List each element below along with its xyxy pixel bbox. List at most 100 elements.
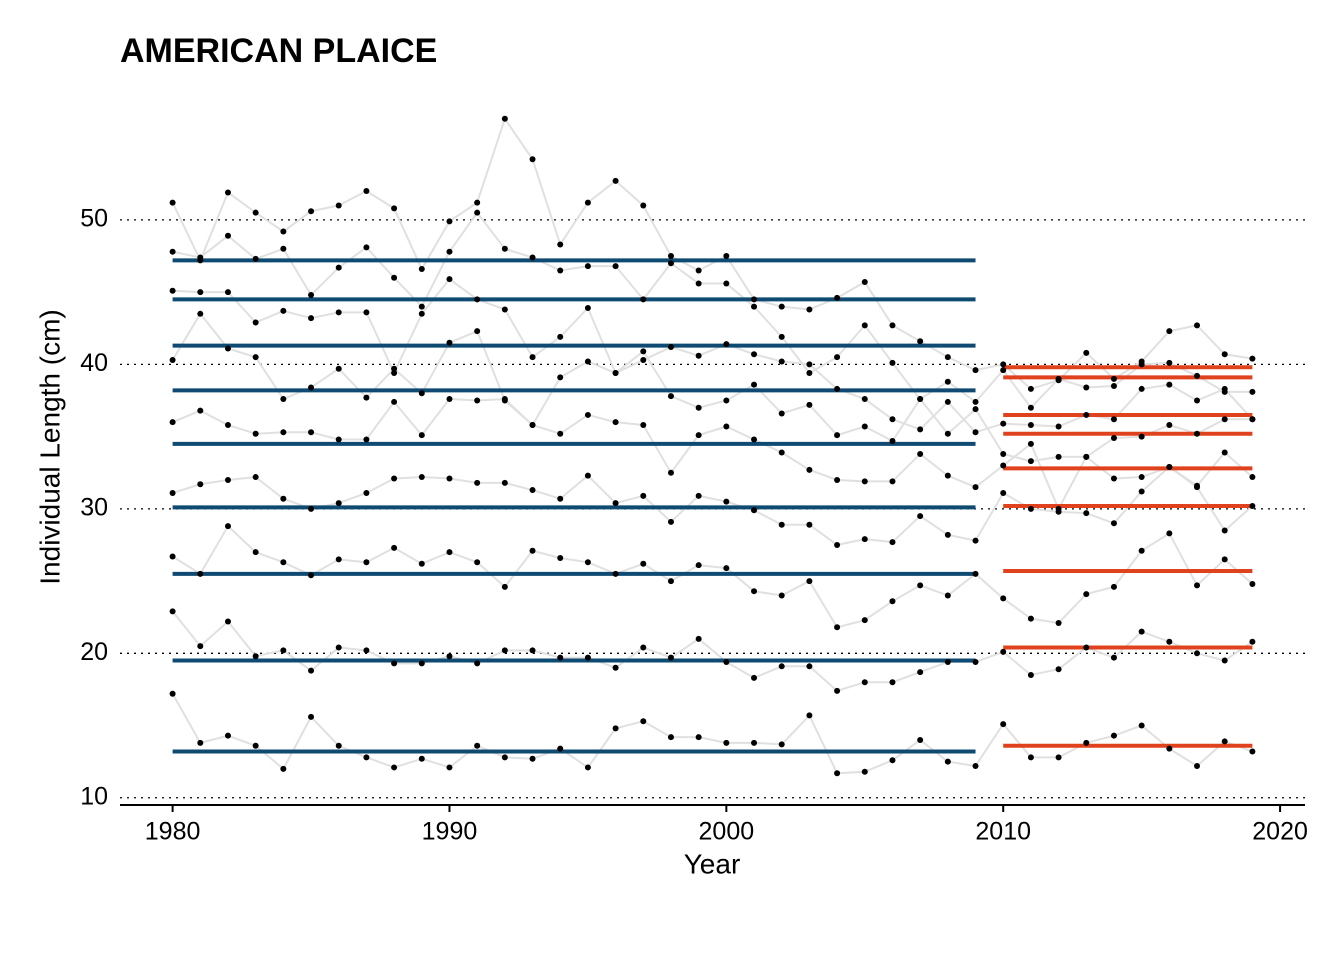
data-point xyxy=(474,660,481,667)
data-point xyxy=(224,732,231,739)
data-point xyxy=(308,292,315,299)
data-point xyxy=(1249,748,1256,755)
data-point xyxy=(751,436,758,443)
data-point xyxy=(612,570,619,577)
data-point xyxy=(280,307,287,314)
data-point xyxy=(806,306,813,313)
data-point xyxy=(806,370,813,377)
data-point xyxy=(695,562,702,569)
data-point xyxy=(1166,745,1173,752)
data-point xyxy=(418,474,425,481)
data-point xyxy=(224,523,231,530)
data-point xyxy=(695,432,702,439)
data-point xyxy=(446,218,453,225)
data-point xyxy=(1027,671,1034,678)
data-point xyxy=(252,742,259,749)
data-point xyxy=(1221,738,1228,745)
data-point xyxy=(418,432,425,439)
data-point xyxy=(501,306,508,313)
data-point xyxy=(751,351,758,358)
data-point xyxy=(391,475,398,482)
data-point xyxy=(584,305,591,312)
data-point xyxy=(557,374,564,381)
data-point xyxy=(308,384,315,391)
data-point xyxy=(667,469,674,476)
data-point xyxy=(391,660,398,667)
data-point xyxy=(584,411,591,418)
data-point xyxy=(917,736,924,743)
data-point xyxy=(1000,721,1007,728)
data-point xyxy=(1249,580,1256,587)
data-point xyxy=(667,253,674,260)
data-point xyxy=(197,570,204,577)
data-point xyxy=(695,492,702,499)
data-point xyxy=(335,264,342,271)
data-point xyxy=(474,296,481,303)
data-point xyxy=(391,370,398,377)
data-point xyxy=(889,539,896,546)
data-point xyxy=(363,647,370,654)
data-point xyxy=(834,770,841,777)
x-tick-label: 2010 xyxy=(975,818,1031,846)
data-point xyxy=(280,228,287,235)
data-point xyxy=(252,549,259,556)
data-point xyxy=(1055,375,1062,382)
data-point xyxy=(944,378,951,385)
data-point xyxy=(197,481,204,488)
data-point xyxy=(861,423,868,430)
data-point xyxy=(640,202,647,209)
data-point xyxy=(972,537,979,544)
data-point xyxy=(363,489,370,496)
data-point xyxy=(1221,385,1228,392)
data-point xyxy=(861,396,868,403)
data-point xyxy=(529,647,536,654)
data-point xyxy=(889,359,896,366)
data-point xyxy=(335,365,342,372)
data-point xyxy=(972,484,979,491)
data-point xyxy=(169,287,176,294)
data-point xyxy=(1221,527,1228,534)
data-point xyxy=(169,553,176,560)
data-point xyxy=(252,354,259,361)
data-point xyxy=(418,660,425,667)
data-point xyxy=(778,449,785,456)
data-point xyxy=(308,667,315,674)
data-point xyxy=(335,500,342,507)
data-point xyxy=(944,472,951,479)
data-point xyxy=(834,385,841,392)
series-line xyxy=(172,465,1254,547)
data-point xyxy=(391,365,398,372)
data-point xyxy=(1110,583,1117,590)
data-point xyxy=(501,647,508,654)
data-point xyxy=(861,536,868,543)
data-point xyxy=(501,396,508,403)
data-point xyxy=(1027,440,1034,447)
data-point xyxy=(723,280,730,287)
data-point xyxy=(446,764,453,771)
data-point xyxy=(1194,397,1201,404)
data-point xyxy=(224,422,231,429)
data-point xyxy=(612,370,619,377)
data-point xyxy=(1083,739,1090,746)
data-point xyxy=(861,279,868,286)
data-point xyxy=(723,739,730,746)
data-point xyxy=(944,430,951,437)
chart-title: AMERICAN PLAICE xyxy=(120,32,437,70)
data-point xyxy=(640,560,647,567)
data-point xyxy=(169,690,176,697)
data-point xyxy=(197,643,204,650)
data-point xyxy=(557,333,564,340)
data-point xyxy=(612,725,619,732)
data-point xyxy=(1083,591,1090,598)
data-point xyxy=(197,407,204,414)
data-point xyxy=(224,476,231,483)
data-point xyxy=(1000,361,1007,368)
data-point xyxy=(169,419,176,426)
data-point xyxy=(280,495,287,502)
data-point xyxy=(501,115,508,122)
data-point xyxy=(1194,430,1201,437)
data-point xyxy=(1166,381,1173,388)
data-point xyxy=(972,406,979,413)
data-point xyxy=(1027,615,1034,622)
data-point xyxy=(1110,732,1117,739)
